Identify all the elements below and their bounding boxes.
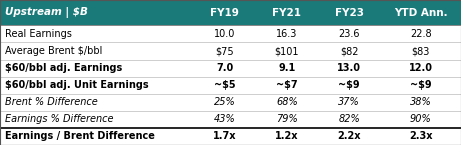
Text: FY23: FY23: [335, 8, 364, 18]
Text: ~$9: ~$9: [338, 80, 360, 90]
Text: Average Brent $/bbl: Average Brent $/bbl: [5, 46, 102, 56]
FancyBboxPatch shape: [0, 42, 461, 60]
Text: 12.0: 12.0: [408, 63, 433, 73]
FancyBboxPatch shape: [0, 94, 461, 111]
Text: 13.0: 13.0: [337, 63, 361, 73]
FancyBboxPatch shape: [0, 111, 461, 128]
Text: 16.3: 16.3: [276, 29, 298, 39]
FancyBboxPatch shape: [0, 128, 461, 145]
FancyBboxPatch shape: [0, 77, 461, 94]
Text: 22.8: 22.8: [410, 29, 431, 39]
Text: 1.2x: 1.2x: [275, 132, 299, 142]
Text: $101: $101: [275, 46, 299, 56]
Text: ~$9: ~$9: [410, 80, 431, 90]
Text: 38%: 38%: [410, 97, 431, 107]
Text: 1.7x: 1.7x: [213, 132, 236, 142]
Text: 23.6: 23.6: [338, 29, 360, 39]
Text: FY21: FY21: [272, 8, 301, 18]
Text: 37%: 37%: [338, 97, 360, 107]
Text: 43%: 43%: [214, 114, 236, 124]
Text: $60/bbl adj. Earnings: $60/bbl adj. Earnings: [5, 63, 122, 73]
Text: 7.0: 7.0: [216, 63, 233, 73]
Text: $60/bbl adj. Unit Earnings: $60/bbl adj. Unit Earnings: [5, 80, 148, 90]
Text: 2.3x: 2.3x: [409, 132, 432, 142]
FancyBboxPatch shape: [0, 60, 461, 77]
Text: ~$7: ~$7: [276, 80, 298, 90]
Text: 10.0: 10.0: [214, 29, 236, 39]
Text: FY19: FY19: [210, 8, 239, 18]
Text: $82: $82: [340, 46, 359, 56]
Text: Earnings % Difference: Earnings % Difference: [5, 114, 113, 124]
Text: 68%: 68%: [276, 97, 298, 107]
Text: 2.2x: 2.2x: [337, 132, 361, 142]
Text: 25%: 25%: [214, 97, 236, 107]
Text: Real Earnings: Real Earnings: [5, 29, 71, 39]
Text: 9.1: 9.1: [278, 63, 296, 73]
Text: $83: $83: [412, 46, 430, 56]
Text: ~$5: ~$5: [214, 80, 236, 90]
Text: 79%: 79%: [276, 114, 298, 124]
Text: $75: $75: [215, 46, 234, 56]
Text: 90%: 90%: [410, 114, 431, 124]
FancyBboxPatch shape: [0, 0, 461, 25]
Text: 82%: 82%: [338, 114, 360, 124]
Text: Upstream | $B: Upstream | $B: [5, 7, 88, 18]
Text: Brent % Difference: Brent % Difference: [5, 97, 97, 107]
Text: Earnings / Brent Difference: Earnings / Brent Difference: [5, 132, 154, 142]
FancyBboxPatch shape: [0, 25, 461, 42]
Text: YTD Ann.: YTD Ann.: [394, 8, 448, 18]
